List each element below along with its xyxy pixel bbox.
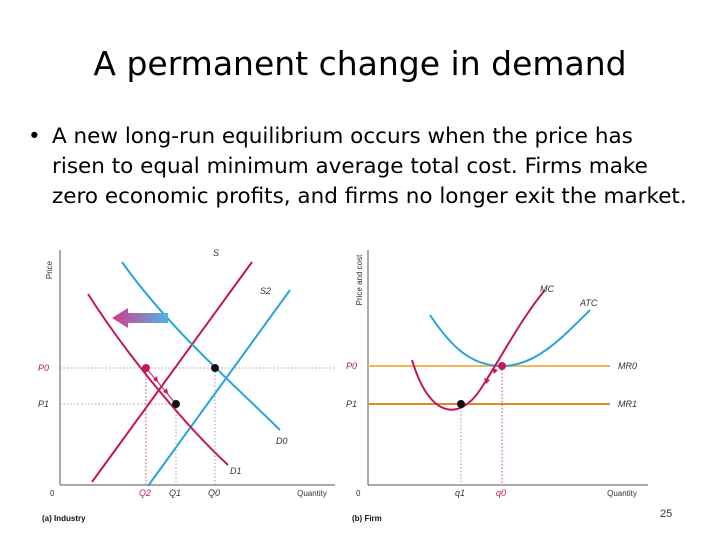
industry-arrow-2 xyxy=(153,376,158,382)
firm-x-axis-label: Quantity xyxy=(607,489,637,498)
label-s: S xyxy=(213,248,219,258)
label-industry-p0: P0 xyxy=(38,363,49,373)
label-firm-p1: P1 xyxy=(346,399,357,409)
industry-new-equilibrium xyxy=(142,364,150,372)
supply-curve-s xyxy=(91,261,253,483)
label-q2: Q2 xyxy=(139,488,151,498)
firm-panel-title: (b) Firm xyxy=(352,514,382,523)
label-s2: S2 xyxy=(260,286,271,296)
industry-path xyxy=(145,367,177,405)
page-number: 25 xyxy=(660,508,673,520)
firm-y-axis-label: Price and cost xyxy=(355,254,364,305)
firm-panel: Price and cost Quantity 0 MC ATC MR0 MR1… xyxy=(346,250,648,523)
industry-arrow-1 xyxy=(163,388,168,394)
label-d0: D0 xyxy=(276,436,288,446)
demand-curve-d1 xyxy=(87,293,229,466)
firm-arrow-2 xyxy=(492,368,498,374)
industry-short-run-equilibrium xyxy=(172,400,180,408)
bullet-text: A new long-run equilibrium occurs when t… xyxy=(52,124,687,209)
slide-title: A permanent change in demand xyxy=(93,44,627,83)
industry-x-axis-label: Quantity xyxy=(297,489,327,498)
label-mr1: MR1 xyxy=(618,399,637,409)
label-q1: Q1 xyxy=(169,488,181,498)
firm-origin: 0 xyxy=(356,489,361,498)
demand-curve-d0 xyxy=(121,261,281,431)
atc-curve xyxy=(429,309,591,368)
label-d1: D1 xyxy=(230,466,242,476)
label-firm-q1: q1 xyxy=(455,488,465,498)
firm-short-run-point xyxy=(457,400,465,408)
industry-panel: Price Quantity 0 S S2 D0 D1 P0 P1 Q2 Q xyxy=(38,248,335,523)
firm-arrow-1 xyxy=(484,378,490,384)
label-atc: ATC xyxy=(579,298,598,308)
industry-initial-equilibrium xyxy=(211,364,219,372)
industry-y-axis-label: Price xyxy=(45,260,54,279)
label-q0: Q0 xyxy=(208,488,220,498)
firm-long-run-point xyxy=(498,362,506,370)
industry-panel-title: (a) Industry xyxy=(42,514,86,523)
label-industry-p1: P1 xyxy=(38,399,49,409)
supply-shift-arrow xyxy=(112,308,168,328)
supply-curve-s2 xyxy=(147,289,291,487)
industry-origin: 0 xyxy=(50,489,55,498)
label-mc: MC xyxy=(540,284,554,294)
mc-curve xyxy=(411,289,546,411)
bullet-dot: • xyxy=(28,124,41,149)
label-firm-q0: q0 xyxy=(496,488,506,498)
label-firm-p0: P0 xyxy=(346,361,357,371)
label-mr0: MR0 xyxy=(618,361,637,371)
bullet-point: • A new long-run equilibrium occurs when… xyxy=(28,122,688,212)
